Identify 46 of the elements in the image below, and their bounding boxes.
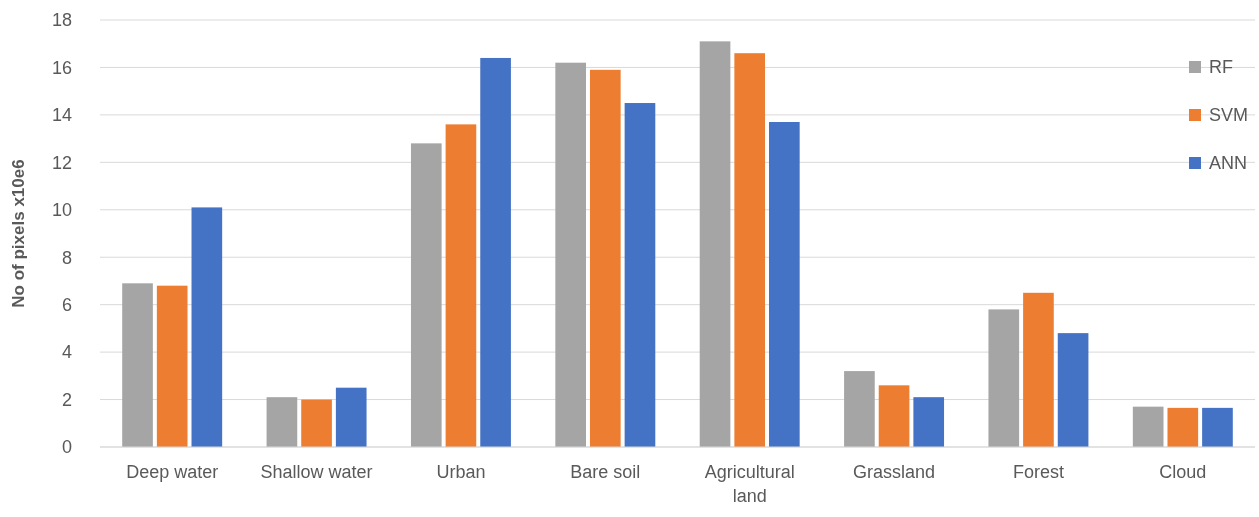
bar bbox=[555, 62, 586, 447]
bar bbox=[445, 124, 477, 447]
x-tick-label: Grassland bbox=[853, 462, 936, 482]
bar bbox=[266, 397, 298, 447]
x-tick-label: Cloud bbox=[1159, 462, 1207, 482]
y-axis-title: No of pixels x10e6 bbox=[9, 159, 28, 308]
bar bbox=[1202, 407, 1233, 447]
y-tick-label: 10 bbox=[51, 200, 72, 221]
bar bbox=[844, 371, 875, 447]
bar bbox=[1057, 333, 1089, 447]
legend-label: SVM bbox=[1209, 105, 1249, 126]
x-tick-label: Bare soil bbox=[570, 462, 641, 482]
bar bbox=[410, 143, 442, 447]
x-tick-label: Forest bbox=[1012, 462, 1064, 482]
y-tick-label: 2 bbox=[61, 389, 72, 410]
bar bbox=[878, 385, 910, 447]
y-tick-label: 4 bbox=[61, 342, 72, 363]
x-tick-label: Agricultural land bbox=[704, 462, 795, 506]
bar bbox=[301, 399, 332, 447]
legend-label: ANN bbox=[1209, 153, 1248, 174]
bar bbox=[624, 103, 656, 447]
bar bbox=[156, 285, 188, 447]
bar bbox=[589, 69, 621, 447]
bar bbox=[1167, 407, 1199, 447]
y-tick-label: 6 bbox=[61, 294, 72, 315]
bar bbox=[480, 57, 511, 447]
x-tick-label: Deep water bbox=[126, 462, 219, 482]
y-tick-label: 12 bbox=[51, 152, 72, 173]
legend-label: RF bbox=[1209, 57, 1233, 78]
y-tick-label: 18 bbox=[51, 10, 72, 31]
bar bbox=[191, 207, 223, 447]
bar bbox=[699, 41, 731, 447]
bar bbox=[1132, 406, 1164, 447]
x-tick-label: Shallow water bbox=[260, 462, 373, 482]
bar bbox=[734, 53, 766, 447]
y-tick-label: 16 bbox=[51, 57, 72, 78]
bar bbox=[335, 387, 367, 447]
y-tick-label: 0 bbox=[61, 437, 72, 458]
bar bbox=[913, 397, 945, 447]
x-tick-label: Urban bbox=[436, 462, 486, 482]
y-tick-label: 14 bbox=[51, 105, 72, 126]
bar bbox=[1023, 292, 1054, 447]
bar bbox=[988, 309, 1020, 447]
y-tick-label: 8 bbox=[61, 247, 72, 268]
bar bbox=[122, 283, 153, 447]
bar bbox=[769, 122, 800, 447]
